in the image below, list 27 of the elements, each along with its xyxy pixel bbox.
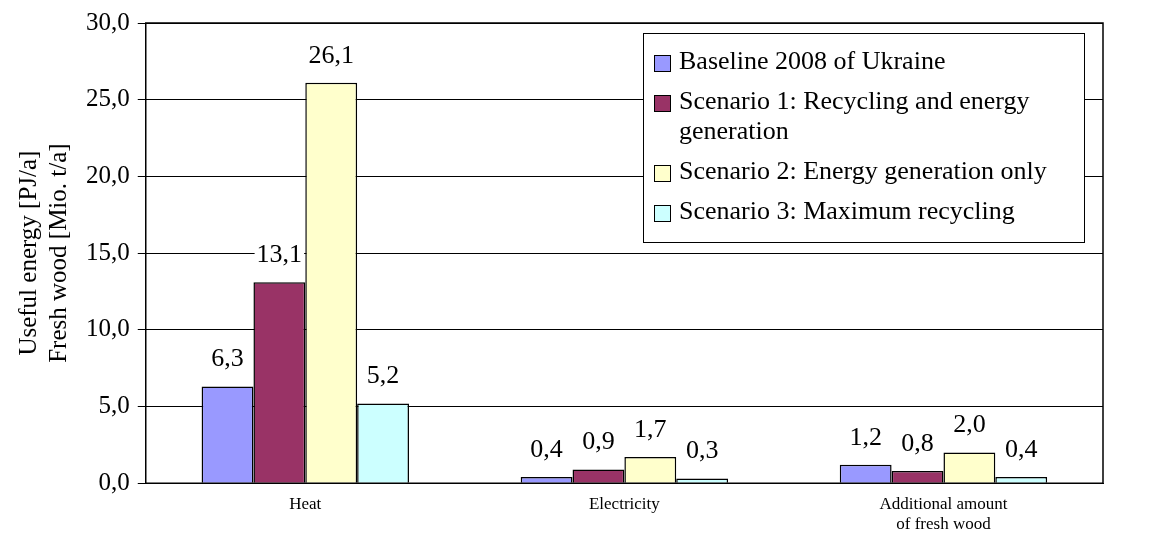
data-label: 0,9 (582, 426, 615, 456)
data-label: 1,2 (849, 421, 882, 451)
y-tick-label: 10,0 (86, 314, 130, 342)
legend-label: Scenario 2: Energy generation only (679, 156, 1047, 186)
y-tick-label: 30,0 (86, 7, 130, 35)
x-tick-label: Electricity (588, 493, 661, 513)
data-label: 6,3 (211, 343, 244, 373)
y-tick-label: 0,0 (98, 467, 130, 495)
y-tick-label: 20,0 (86, 160, 130, 188)
data-label: 2,0 (953, 409, 986, 439)
y-tick-label: 25,0 (86, 84, 130, 112)
data-label: 0,8 (901, 427, 934, 457)
data-label: 26,1 (308, 39, 354, 69)
y-axis-title: Useful energy [PJ/a] Fresh wood [Mio. t/a] (13, 143, 71, 363)
data-label: 1,7 (634, 413, 667, 443)
legend-label: Baseline 2008 of Ukraine (679, 46, 946, 76)
y-tick-label: 5,0 (98, 391, 130, 419)
x-tick-label: Heat (289, 493, 322, 513)
data-label: 0,4 (530, 433, 563, 463)
data-label: 0,3 (685, 435, 719, 465)
data-label: 5,2 (366, 360, 400, 390)
y-tick-label: 15,0 (86, 237, 130, 265)
data-label: 13,1 (256, 239, 303, 269)
x-tick-label: Additional amount of fresh wood (879, 493, 1008, 534)
data-label: 0,4 (1004, 433, 1038, 463)
legend-label: Scenario 1: Recycling and energy generation (679, 86, 1031, 146)
legend-label: Scenario 3: Maximum recycling (679, 196, 1015, 226)
